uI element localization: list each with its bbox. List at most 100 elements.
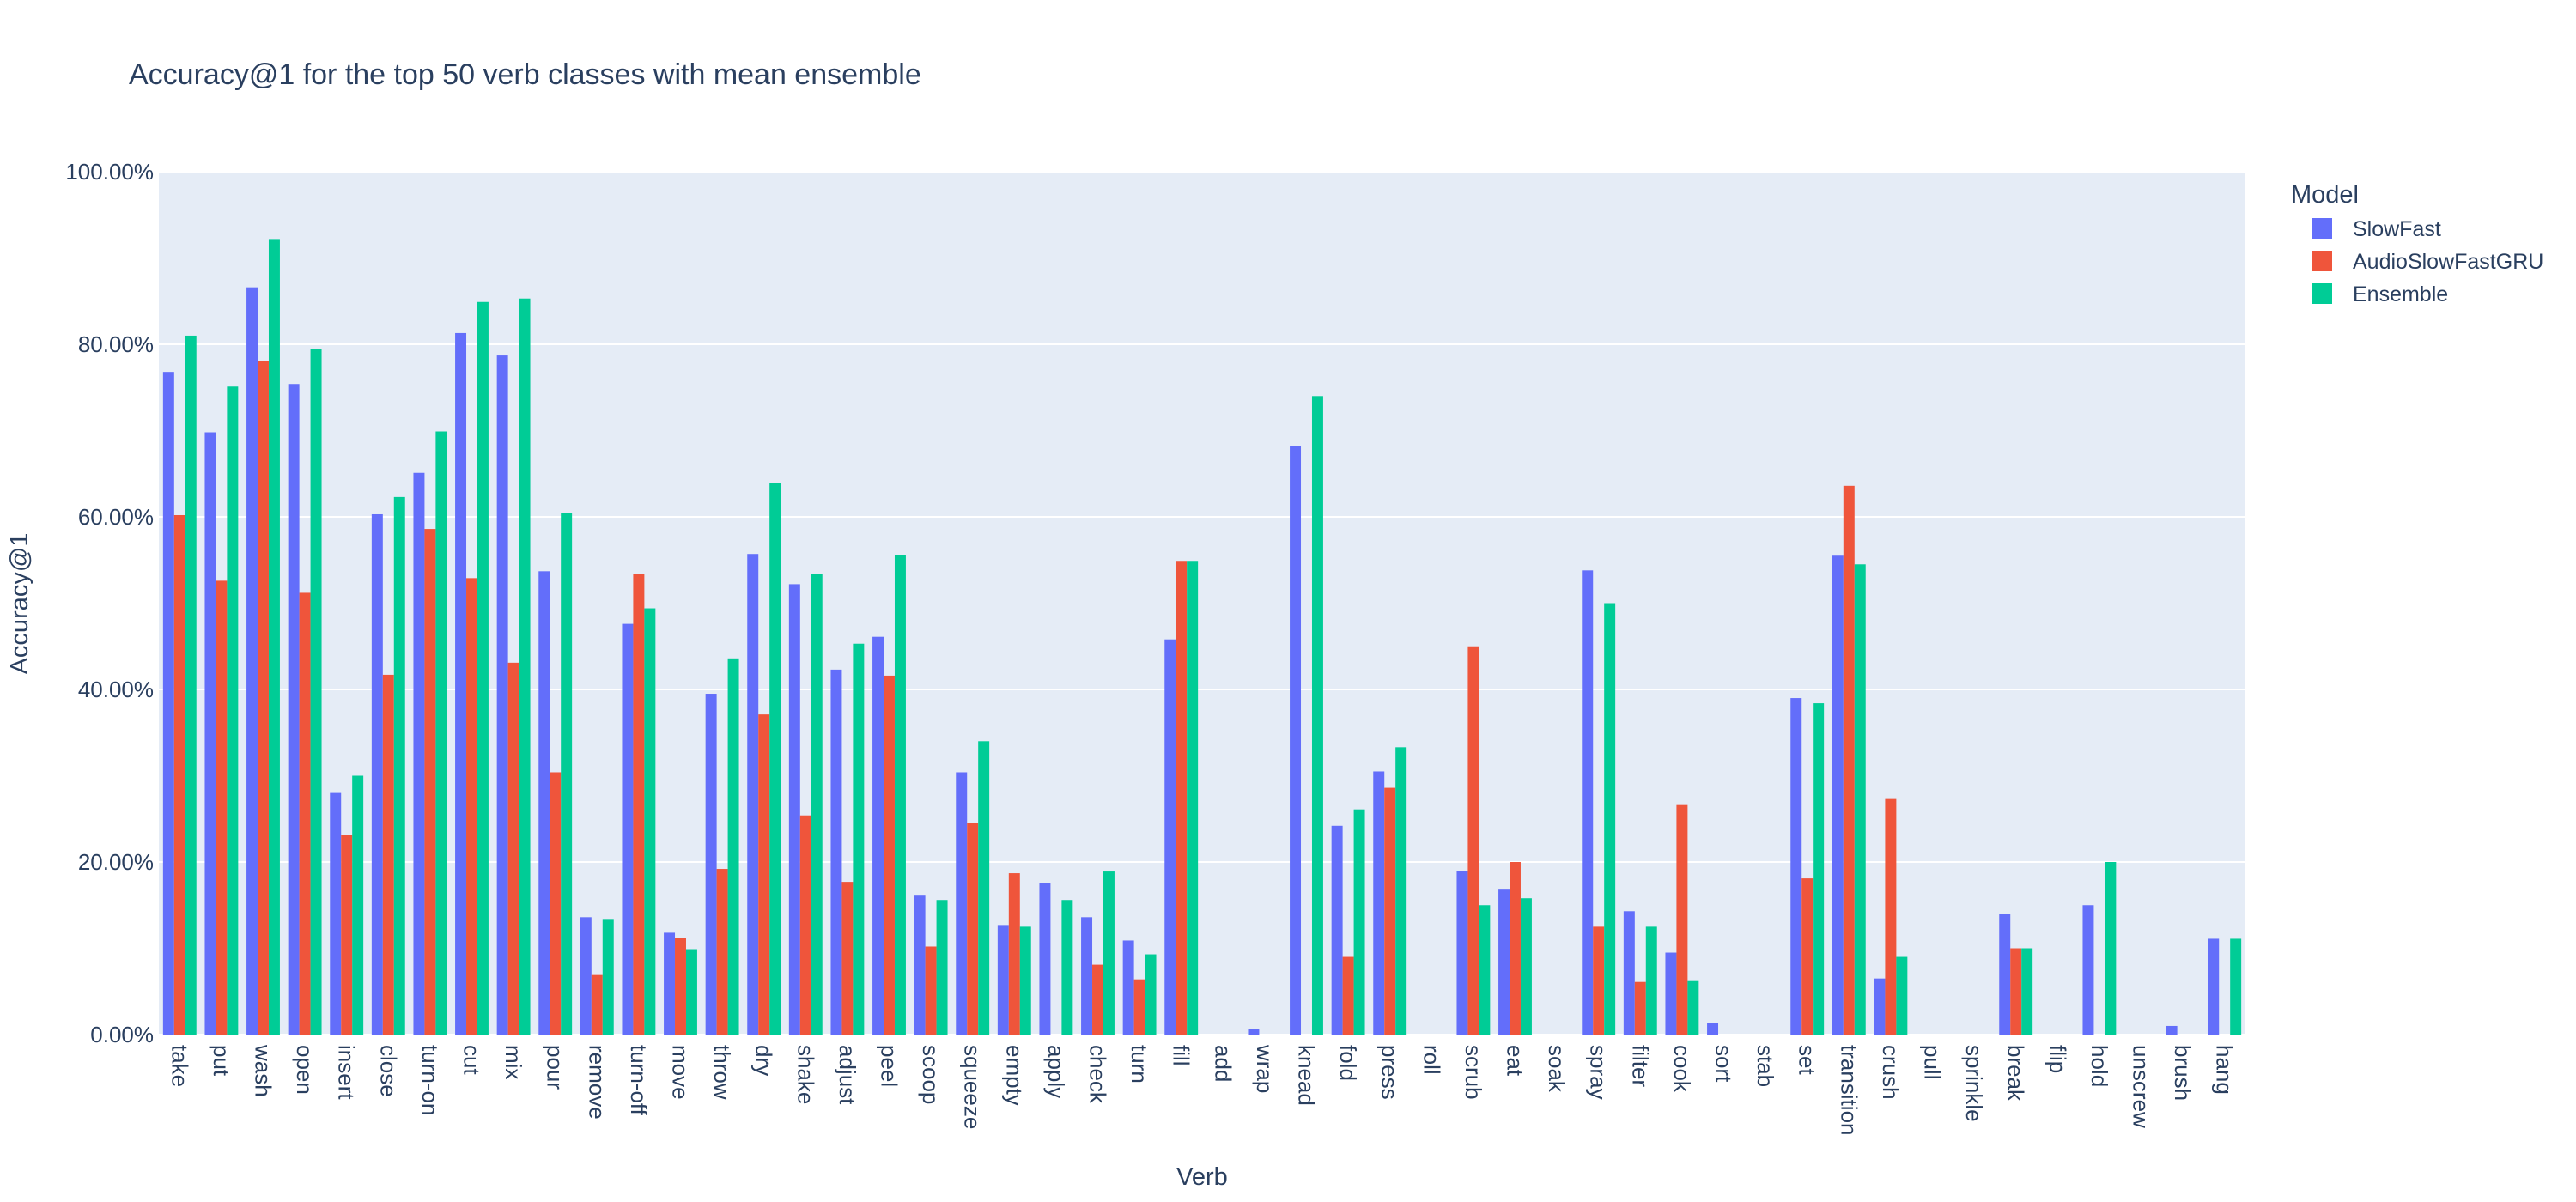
bar-slowfast-move: [664, 932, 676, 1035]
bar-slowfast-press: [1373, 771, 1385, 1035]
x-tick-label: apply: [1043, 1045, 1069, 1098]
bar-slowfast-brush: [2166, 1025, 2178, 1035]
legend-swatch: [2312, 218, 2332, 239]
bar-slowfast-hang: [2208, 938, 2220, 1035]
y-tick-labels: 0.00% 20.00% 40.00% 60.00% 80.00% 100.00%: [65, 159, 154, 1047]
y-axis-title: Accuracy@1: [6, 533, 33, 675]
x-tick-label: add: [1210, 1045, 1236, 1082]
bar-ensemble-scrub: [1479, 905, 1491, 1035]
x-tick-label: check: [1085, 1045, 1111, 1104]
x-tick-label: filter: [1627, 1045, 1653, 1087]
bar-audioslowfastgru-cook: [1676, 804, 1688, 1035]
x-tick-label: brush: [2170, 1045, 2196, 1101]
y-tick-label: 100.00%: [65, 159, 154, 185]
bar-audioslowfastgru-check: [1092, 964, 1103, 1035]
x-tick-labels: take put wash open insert close turn-on cut mix p…: [167, 1044, 2237, 1136]
bar-ensemble-squeeze: [978, 741, 990, 1035]
bar-slowfast-apply: [1039, 883, 1051, 1035]
x-tick-label: unscrew: [2129, 1045, 2154, 1128]
bar-slowfast-scoop: [914, 895, 926, 1035]
bar-slowfast-cook: [1665, 952, 1677, 1035]
bar-slowfast-wrap: [1248, 1029, 1260, 1035]
bar-audioslowfastgru-adjust: [841, 882, 854, 1035]
y-tick-label: 60.00%: [78, 504, 154, 530]
bar-audioslowfastgru-pour: [550, 772, 562, 1035]
bar-slowfast-turn-off: [622, 623, 634, 1035]
x-tick-label: turn-on: [417, 1045, 443, 1115]
legend-title: Model: [2291, 181, 2359, 209]
bar-ensemble-eat: [1520, 898, 1532, 1035]
bar-slowfast-remove: [580, 917, 592, 1035]
x-tick-label: close: [375, 1045, 401, 1097]
bar-ensemble-filter: [1645, 926, 1657, 1035]
bar-ensemble-dry: [769, 483, 781, 1035]
bar-audioslowfastgru-move: [675, 938, 686, 1035]
bar-slowfast-fill: [1164, 639, 1176, 1035]
bar-slowfast-peel: [872, 636, 884, 1035]
bar-audioslowfastgru-fill: [1176, 561, 1188, 1035]
bar-ensemble-turn: [1145, 954, 1157, 1035]
bar-ensemble-move: [685, 949, 697, 1035]
bar-audioslowfastgru-transition: [1843, 485, 1855, 1035]
bar-ensemble-hang: [2230, 938, 2242, 1035]
bar-slowfast-wash: [246, 287, 258, 1035]
x-tick-label: move: [668, 1045, 694, 1100]
x-tick-label: flip: [2044, 1045, 2070, 1073]
bar-slowfast-crush: [1874, 978, 1886, 1035]
bar-audioslowfastgru-eat: [1510, 862, 1521, 1035]
legend-swatch: [2312, 283, 2332, 304]
bar-audioslowfastgru-close: [382, 674, 394, 1035]
legend: Model SlowFast AudioSlowFastGRU Ensemble: [2291, 181, 2543, 307]
x-tick-label: empty: [1001, 1045, 1027, 1106]
bar-ensemble-crush: [1896, 956, 1908, 1035]
x-tick-label: set: [1795, 1045, 1820, 1075]
bar-slowfast-adjust: [830, 669, 842, 1035]
bar-ensemble-check: [1103, 871, 1115, 1035]
x-tick-label: scoop: [918, 1045, 944, 1104]
x-tick-label: wash: [251, 1044, 276, 1097]
x-tick-label: dry: [751, 1045, 777, 1076]
bar-ensemble-remove: [602, 919, 614, 1035]
x-tick-label: cut: [459, 1045, 485, 1075]
bar-slowfast-shake: [788, 584, 800, 1035]
x-tick-label: shake: [793, 1045, 818, 1104]
chart-title: Accuracy@1 for the top 50 verb classes w…: [129, 58, 921, 91]
bar-audioslowfastgru-filter: [1634, 981, 1646, 1035]
bar-audioslowfastgru-break: [2010, 948, 2022, 1035]
bar-audioslowfastgru-take: [173, 514, 185, 1035]
legend-items: SlowFast AudioSlowFastGRU Ensemble: [2312, 217, 2543, 307]
bar-ensemble-press: [1395, 747, 1407, 1035]
x-tick-label: put: [209, 1045, 234, 1077]
bar-slowfast-cut: [455, 332, 467, 1035]
bar-audioslowfastgru-scoop: [925, 946, 937, 1035]
bar-ensemble-hold: [2105, 862, 2117, 1035]
bar-slowfast-fold: [1331, 825, 1343, 1035]
x-tick-label: turn-off: [626, 1045, 652, 1116]
bar-audioslowfastgru-insert: [341, 835, 353, 1035]
legend-swatch: [2312, 251, 2332, 271]
bar-audioslowfastgru-set: [1801, 878, 1814, 1035]
bar-audioslowfastgru-squeeze: [967, 823, 979, 1035]
x-axis-title: Verb: [1176, 1163, 1228, 1191]
bar-slowfast-set: [1790, 698, 1802, 1035]
x-tick-label: fold: [1335, 1045, 1361, 1081]
bar-ensemble-scoop: [936, 900, 948, 1035]
bar-slowfast-check: [1081, 917, 1093, 1035]
bar-slowfast-break: [1999, 914, 2011, 1035]
bar-slowfast-turn-on: [413, 472, 425, 1035]
x-tick-label: spray: [1586, 1045, 1612, 1100]
bars: [162, 239, 2242, 1035]
legend-label: SlowFast: [2353, 217, 2441, 241]
x-tick-label: hang: [2212, 1045, 2238, 1095]
bar-ensemble-spray: [1604, 603, 1616, 1035]
bar-slowfast-hold: [2082, 905, 2094, 1035]
bar-ensemble-insert: [352, 775, 364, 1035]
bar-ensemble-fold: [1353, 809, 1365, 1035]
bar-ensemble-turn-on: [435, 431, 447, 1035]
bar-audioslowfastgru-mix: [507, 662, 519, 1035]
bar-audioslowfastgru-spray: [1593, 926, 1605, 1035]
x-tick-label: sort: [1711, 1045, 1737, 1083]
x-tick-label: squeeze: [960, 1045, 986, 1129]
bar-slowfast-scrub: [1456, 871, 1468, 1035]
bar-slowfast-sort: [1707, 1023, 1719, 1035]
